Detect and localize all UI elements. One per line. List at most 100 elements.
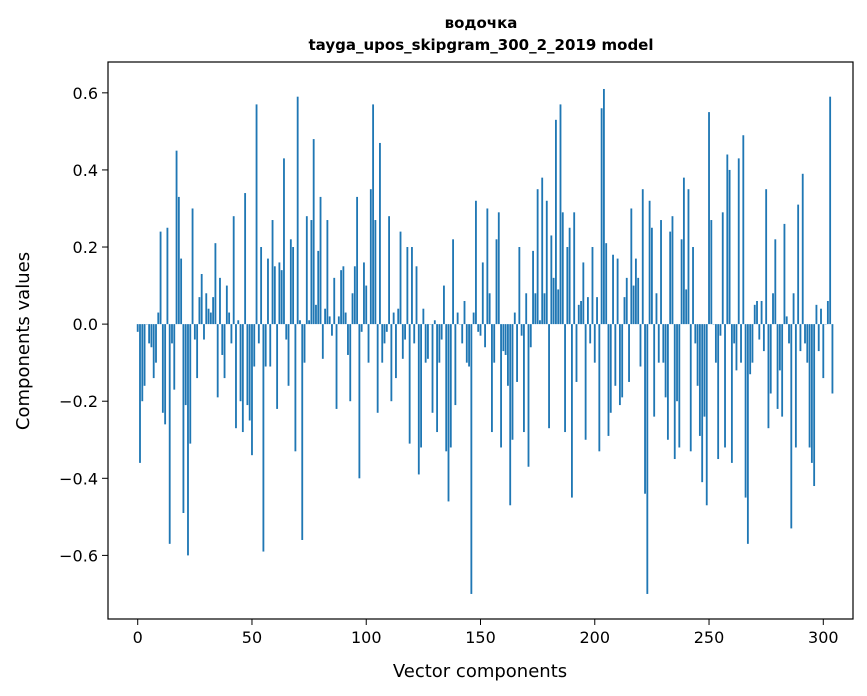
bar: [669, 231, 672, 325]
bar: [436, 324, 438, 433]
bar: [630, 208, 633, 325]
bar: [721, 212, 724, 325]
bar: [404, 324, 406, 340]
y-axis-ticks: −0.6 −0.4 −0.2 0.0 0.2 0.4 0.6: [59, 84, 108, 565]
bar: [324, 308, 327, 325]
bar: [831, 324, 834, 394]
bar: [171, 324, 173, 344]
y-tick-label: 0.0: [73, 315, 98, 334]
bar: [545, 200, 548, 325]
bar: [413, 324, 416, 344]
bar: [559, 104, 562, 325]
bar: [235, 324, 237, 429]
bar: [392, 312, 395, 325]
bar: [406, 247, 409, 325]
bar: [484, 324, 486, 348]
bar: [751, 324, 754, 363]
bar: [150, 324, 153, 348]
bar: [742, 135, 745, 325]
bar: [783, 223, 786, 325]
bar: [205, 293, 208, 325]
bar: [452, 239, 454, 325]
bar: [765, 189, 768, 325]
bar: [216, 324, 219, 398]
bar: [710, 220, 713, 325]
bar: [529, 324, 532, 348]
bar: [191, 208, 194, 325]
bar: [548, 324, 550, 429]
bar: [136, 324, 139, 332]
bar: [317, 250, 320, 325]
bar: [447, 324, 450, 502]
x-tick-label: 150: [465, 628, 496, 647]
bar: [612, 254, 614, 325]
bar: [790, 324, 793, 529]
bar: [251, 324, 253, 456]
bar: [237, 320, 240, 325]
bar: [223, 324, 226, 379]
bar: [523, 324, 525, 433]
bar: [714, 324, 717, 363]
bar: [228, 312, 231, 325]
bar: [808, 324, 811, 448]
bar: [468, 324, 470, 367]
bar: [518, 247, 521, 325]
bar: [278, 262, 281, 325]
bar: [310, 220, 313, 325]
bar: [465, 324, 468, 363]
bar: [141, 324, 144, 402]
plot-frame: [107, 61, 854, 620]
bar: [198, 297, 201, 325]
y-tick-label: 0.6: [73, 84, 98, 103]
bar: [287, 324, 290, 386]
bar: [351, 293, 354, 325]
bar: [596, 297, 598, 325]
bar: [276, 324, 279, 409]
bar: [641, 189, 644, 325]
bar: [388, 216, 390, 325]
bar: [248, 324, 251, 421]
bar: [792, 293, 795, 325]
bar: [749, 324, 752, 375]
bar: [584, 324, 587, 440]
bar: [772, 293, 774, 325]
bar: [168, 324, 171, 544]
bar: [285, 324, 288, 340]
bar: [737, 158, 740, 325]
bar: [509, 324, 512, 506]
bar: [801, 173, 804, 325]
bar: [422, 308, 425, 325]
bar: [625, 277, 628, 325]
bar: [246, 324, 249, 406]
bar: [564, 324, 566, 433]
x-tick-label: 50: [242, 628, 262, 647]
bar: [475, 200, 477, 325]
bar: [267, 258, 269, 325]
bar: [728, 169, 731, 325]
bar: [527, 324, 530, 467]
bar: [289, 239, 292, 325]
bar: [591, 247, 594, 325]
bar: [445, 324, 448, 452]
bar: [417, 324, 420, 475]
bar: [589, 324, 592, 344]
bar: [539, 320, 541, 325]
bar: [189, 324, 192, 444]
bar: [799, 324, 802, 352]
x-axis-ticks: 0 50 100 150 200 250 300: [133, 619, 839, 647]
bar: [760, 300, 763, 325]
bar: [689, 324, 692, 452]
bar: [353, 266, 356, 325]
bar: [756, 300, 758, 325]
bar: [536, 189, 539, 325]
bar: [621, 324, 624, 398]
bar: [379, 142, 381, 325]
bar: [431, 324, 434, 413]
bar: [778, 324, 781, 371]
bar: [541, 177, 544, 325]
bar: [305, 216, 308, 325]
bar: [399, 231, 402, 325]
bar: [159, 231, 162, 325]
bar: [212, 297, 215, 325]
bar: [495, 239, 498, 325]
